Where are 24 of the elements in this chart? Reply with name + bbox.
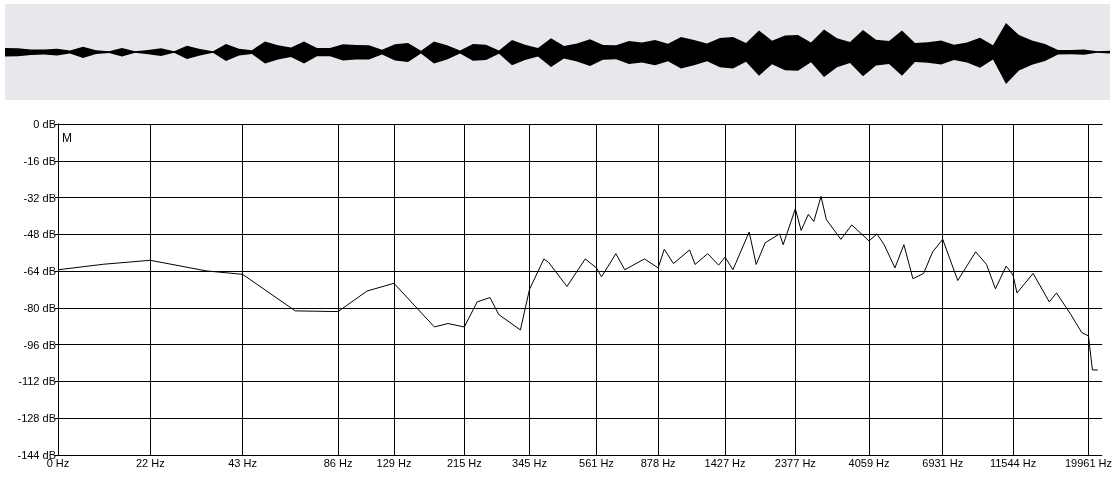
x-tick-label: 878 Hz (640, 456, 676, 469)
y-tick-label: -112 dB (18, 375, 56, 388)
x-tick-label: 11544 Hz (989, 456, 1037, 469)
x-tick-label: 6931 Hz (922, 456, 964, 469)
y-tick-label: -80 dB (23, 301, 56, 314)
y-tick-label: -32 dB (23, 191, 56, 204)
x-tick-label: 43 Hz (228, 456, 257, 469)
annotation: M (62, 131, 72, 145)
y-tick-label: -64 dB (23, 265, 56, 278)
x-tick-label: 1427 Hz (704, 456, 746, 469)
x-tick-label: 19961 Hz (1064, 456, 1112, 469)
x-tick-label: 345 Hz (512, 456, 547, 469)
y-tick-label: -96 dB (23, 338, 56, 351)
x-tick-label: 22 Hz (135, 456, 165, 469)
x-tick-label: 215 Hz (446, 456, 482, 469)
x-tick-label: 2377 Hz (774, 456, 816, 469)
x-tick-label: 4059 Hz (848, 456, 890, 469)
y-tick-label: -16 dB (23, 154, 56, 167)
x-tick-label: 129 Hz (376, 456, 412, 469)
y-tick-label: -48 dB (23, 228, 56, 241)
y-tick-label: -128 dB (17, 412, 56, 425)
x-tick-label: 86 Hz (323, 456, 353, 469)
x-tick-label: 561 Hz (579, 456, 614, 469)
y-tick-label: 0 dB (33, 118, 56, 130)
